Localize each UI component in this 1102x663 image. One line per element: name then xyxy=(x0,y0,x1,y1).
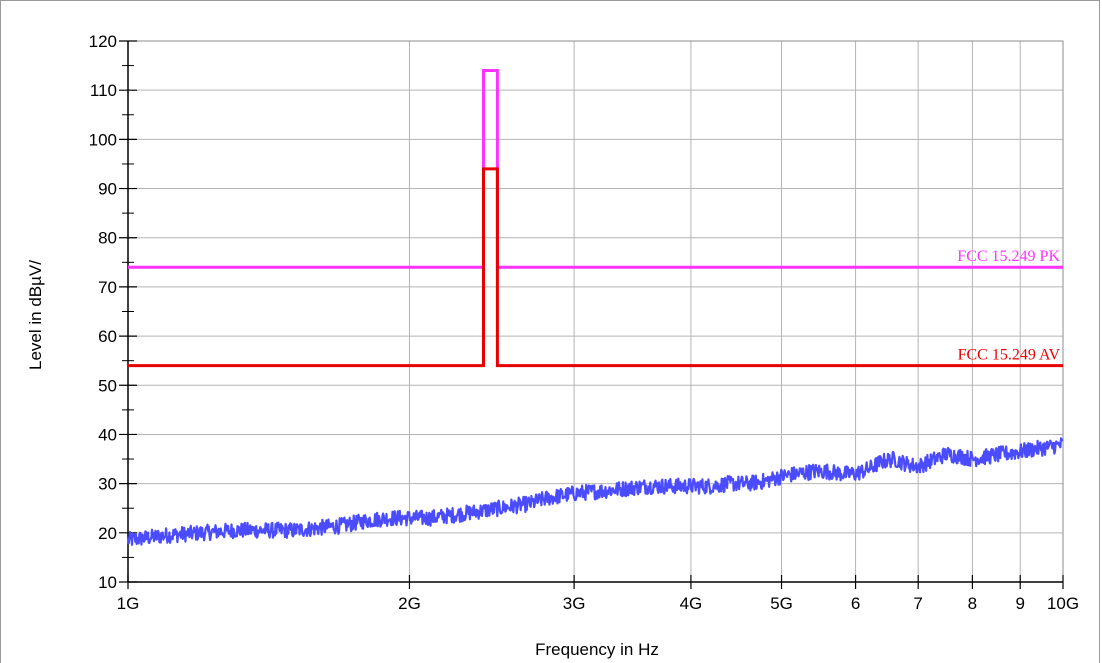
y-tick-label: 40 xyxy=(98,425,117,444)
y-tick-label: 50 xyxy=(98,376,117,395)
x-tick-label: 7 xyxy=(913,594,922,613)
y-tick-label: 20 xyxy=(98,524,117,543)
limit-line xyxy=(128,69,1063,269)
y-tick-label: 120 xyxy=(89,32,117,51)
y-axis-title: Level in dBµV/ xyxy=(26,260,45,370)
y-tick-label: 60 xyxy=(98,327,117,346)
y-tick-label: 70 xyxy=(98,278,117,297)
x-tick-label: 5G xyxy=(770,594,793,613)
x-tick-label: 6 xyxy=(851,594,860,613)
x-tick-label: 4G xyxy=(680,594,703,613)
y-tick-label: 80 xyxy=(98,229,117,248)
measurement-trace xyxy=(126,437,1064,546)
x-tick-label: 1G xyxy=(117,594,140,613)
x-axis-title: Frequency in Hz xyxy=(535,640,659,659)
x-tick-label: 8 xyxy=(968,594,977,613)
limit-line xyxy=(128,167,1063,368)
y-tick-label: 30 xyxy=(98,475,117,494)
y-tick-label: 100 xyxy=(89,130,117,149)
series-layer xyxy=(126,69,1064,546)
limit-line-label: FCC 15.249 AV xyxy=(958,347,1061,364)
y-tick-label: 10 xyxy=(98,573,117,592)
x-tick-label: 9 xyxy=(1015,594,1024,613)
limit-line-label: FCC 15.249 PK xyxy=(957,248,1060,265)
x-tick-label: 10G xyxy=(1047,594,1079,613)
axes xyxy=(119,40,1064,589)
grid xyxy=(127,40,1064,583)
x-tick-label: 2G xyxy=(398,594,421,613)
labels-layer: 1G 2G 3G 4G 5G 6 7 8 9 10G 10 20 30 40 50 60 70 80 90 100 11… xyxy=(89,32,1079,613)
y-tick-label: 110 xyxy=(90,81,117,100)
x-tick-label: 3G xyxy=(563,594,586,613)
plot-border xyxy=(127,40,1064,583)
y-tick-label: 90 xyxy=(98,180,117,199)
